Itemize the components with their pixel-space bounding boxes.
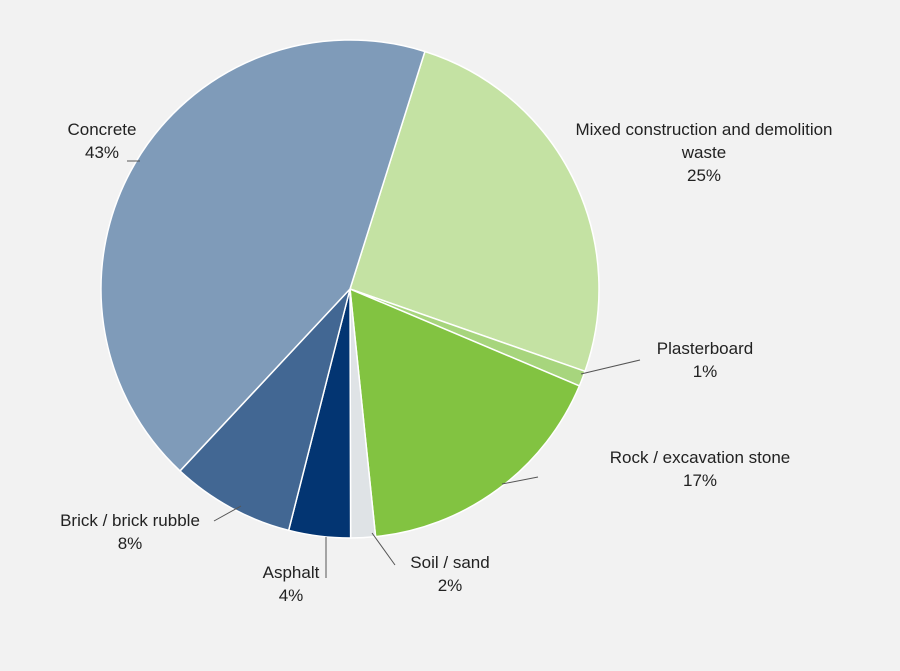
slice-percent: 8% bbox=[118, 534, 143, 553]
slice-label: Mixed construction and demolition waste 25… bbox=[575, 120, 832, 185]
slice-label-line: Asphalt bbox=[263, 563, 320, 582]
pie-slices bbox=[100, 39, 600, 539]
slice-labels: Mixed construction and demolition waste 25… bbox=[60, 120, 832, 605]
slice-percent: 17% bbox=[683, 471, 717, 490]
slice-label-line: Soil / sand bbox=[410, 553, 489, 572]
slice-label: Asphalt 4% bbox=[263, 563, 320, 605]
slice-label-line: waste bbox=[681, 143, 726, 162]
leader-line bbox=[371, 532, 396, 566]
leader-lines bbox=[127, 160, 641, 578]
slice-percent: 2% bbox=[438, 576, 463, 595]
slice-label: Soil / sand 2% bbox=[410, 553, 489, 595]
slice-label-line: Mixed construction and demolition bbox=[575, 120, 832, 139]
slice-percent: 1% bbox=[693, 362, 718, 381]
pie-slice bbox=[178, 288, 351, 532]
slice-percent: 4% bbox=[279, 586, 304, 605]
slice-label: Plasterboard 1% bbox=[657, 339, 753, 381]
slice-label: Brick / brick rubble 8% bbox=[60, 511, 200, 553]
slice-percent: 25% bbox=[687, 166, 721, 185]
slice-label: Rock / excavation stone 17% bbox=[610, 448, 790, 490]
slice-label: Concrete 43% bbox=[68, 120, 137, 162]
pie-slice bbox=[100, 39, 426, 472]
slice-label-line: Brick / brick rubble bbox=[60, 511, 200, 530]
slice-label-line: Concrete bbox=[68, 120, 137, 139]
leader-line bbox=[580, 359, 641, 375]
slice-label-line: Plasterboard bbox=[657, 339, 753, 358]
pie-slice bbox=[349, 287, 581, 538]
slice-label-line: Rock / excavation stone bbox=[610, 448, 790, 467]
pie-slice bbox=[349, 50, 600, 373]
leader-line bbox=[213, 505, 242, 522]
leader-line bbox=[501, 476, 539, 485]
slice-percent: 43% bbox=[85, 143, 119, 162]
